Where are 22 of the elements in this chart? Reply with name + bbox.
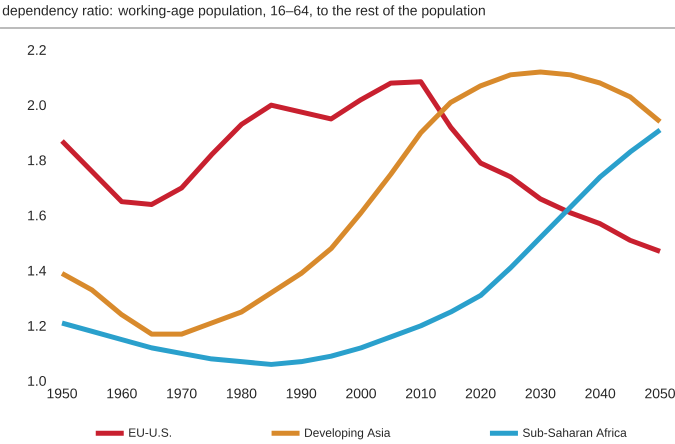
y-tick-label: 1.8 xyxy=(28,155,46,166)
legend-label: Sub-Saharan Africa xyxy=(522,428,627,437)
chart-title: dependency ratio: working-age population, 16–64, to the rest of the population xyxy=(2,5,485,18)
legend-label: Developing Asia xyxy=(305,428,390,440)
x-tick-label: 2000 xyxy=(346,388,376,398)
x-tick-label: 2030 xyxy=(526,388,556,398)
x-tick-label: 1960 xyxy=(107,388,137,398)
x-tick-label: 2020 xyxy=(466,388,496,398)
x-tick-label: 2050 xyxy=(645,388,675,398)
y-tick-label: 1.6 xyxy=(28,210,46,220)
y-tick-label: 2.2 xyxy=(28,45,46,55)
x-tick-label: 2010 xyxy=(406,388,436,398)
x-tick-label: 1980 xyxy=(226,388,256,398)
y-tick-label: 1.2 xyxy=(28,320,46,331)
x-tick-label: 1950 xyxy=(48,388,77,398)
x-tick-label: 1970 xyxy=(167,388,197,398)
x-tick-label: 2040 xyxy=(585,388,616,398)
y-tick-label: 2.0 xyxy=(28,100,46,110)
legend-label: EU-U.S. xyxy=(129,428,171,437)
x-tick-label: 1990 xyxy=(286,388,316,398)
y-tick-label: 1.0 xyxy=(28,376,46,386)
y-tick-label: 1.4 xyxy=(28,266,46,276)
